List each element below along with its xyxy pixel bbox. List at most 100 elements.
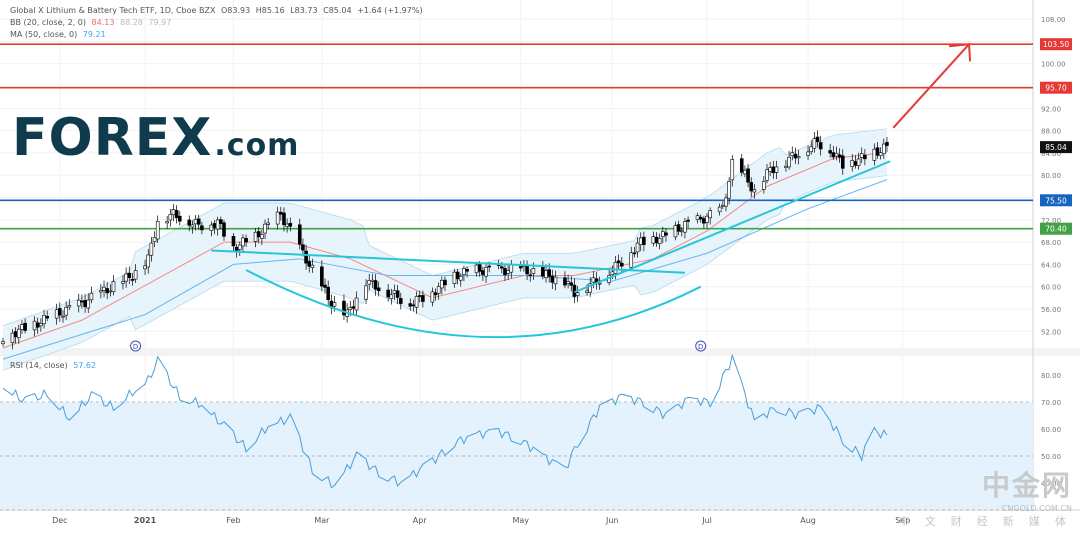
- candle-body: [386, 289, 390, 298]
- candle-body: [348, 307, 353, 310]
- candle-body: [111, 281, 116, 293]
- candle-body: [796, 156, 801, 159]
- candle-body: [683, 221, 687, 233]
- candle-body: [882, 143, 886, 155]
- candle-body: [389, 294, 394, 299]
- candle-body: [629, 252, 634, 268]
- candle-body: [105, 288, 109, 294]
- candle-body: [279, 211, 283, 215]
- price-tick-label: 64.00: [1041, 261, 1061, 269]
- candle-body: [155, 221, 160, 240]
- candle-body: [440, 280, 444, 289]
- candle-body: [430, 291, 435, 303]
- candle-body: [853, 161, 858, 166]
- ma-legend: MA (50, close, 0) 79.21: [10, 30, 109, 39]
- candle-body: [297, 224, 302, 245]
- candle-body: [705, 215, 709, 223]
- candle-body: [531, 268, 536, 274]
- candle-body: [686, 219, 690, 222]
- candle-body: [351, 306, 356, 309]
- rsi-value: 57.62: [73, 361, 97, 370]
- dividend-marker[interactable]: [695, 340, 707, 352]
- bb-lower-value: 79.97: [148, 18, 172, 27]
- candle-body: [165, 221, 169, 224]
- candle-body: [168, 214, 173, 221]
- candle-body: [288, 222, 293, 227]
- candle-body: [130, 279, 135, 281]
- candle-body: [727, 181, 731, 199]
- candle-body: [143, 265, 147, 270]
- candle-body: [304, 250, 308, 264]
- rsi-tick-label: 80.00: [1041, 372, 1061, 380]
- candle-body: [35, 322, 40, 328]
- trend-line: [211, 249, 685, 274]
- candle-body: [679, 230, 684, 233]
- candle-body: [676, 224, 681, 232]
- candle-body: [443, 279, 447, 286]
- candle-body: [859, 153, 864, 158]
- candle-body: [42, 314, 46, 325]
- candle-body: [392, 290, 397, 294]
- candle-body: [547, 269, 551, 277]
- watermark-site: CNGOLD.COM.CN: [1001, 504, 1072, 513]
- candle-body: [702, 218, 706, 224]
- candle-body: [99, 290, 103, 293]
- candle-body: [80, 300, 84, 303]
- candle-body: [332, 302, 337, 307]
- candle-body: [376, 287, 381, 292]
- rsi-tick-label: 40.00: [1041, 480, 1061, 488]
- dividend-marker[interactable]: [130, 340, 142, 352]
- candle-body: [320, 266, 324, 287]
- time-tick-label: Apr: [413, 516, 428, 525]
- candle-body: [768, 167, 772, 172]
- cngold-watermark: 中金网 CNGOLD.COM.CN 中 文 财 经 新 媒 体: [899, 464, 1072, 529]
- candle-body: [616, 260, 621, 264]
- candle-body: [10, 332, 15, 344]
- candle-body: [695, 215, 700, 221]
- rsi-tick-label: 70.00: [1041, 399, 1061, 407]
- candle-body: [818, 142, 823, 150]
- candle-body: [1, 341, 5, 345]
- level-label: 95.70: [1045, 84, 1067, 93]
- candle-body: [613, 261, 618, 274]
- candle-body: [474, 264, 479, 274]
- bb-mid-value: 84.13: [91, 18, 115, 27]
- candle-body: [256, 231, 261, 238]
- candle-body: [563, 277, 567, 286]
- candle-body: [20, 324, 24, 330]
- candle-body: [146, 254, 151, 268]
- time-tick-label: 2021: [134, 516, 157, 525]
- logo-suffix: .com: [214, 128, 300, 163]
- pane-separator: [0, 348, 1080, 356]
- candle-body: [619, 262, 624, 267]
- level-label: 70.40: [1045, 225, 1067, 234]
- price-tick-label: 80.00: [1041, 172, 1061, 180]
- rsi-tick-label: 60.00: [1041, 426, 1061, 434]
- logo-main: FOREX: [12, 108, 213, 168]
- candle-body: [13, 331, 18, 338]
- candle-body: [58, 308, 62, 316]
- candle-body: [749, 182, 754, 192]
- candle-body: [121, 281, 125, 284]
- candle-body: [124, 273, 128, 282]
- candle-body: [39, 323, 43, 327]
- candle-body: [806, 151, 810, 156]
- rsi-legend: RSI (14, close) 57.62: [10, 361, 99, 370]
- candle-body: [458, 275, 463, 281]
- dividend-marker-label: D: [133, 343, 138, 351]
- candle-body: [177, 215, 182, 222]
- candle-body: [575, 292, 580, 296]
- rsi-name: RSI (14, close): [10, 361, 68, 370]
- time-tick-label: Jun: [605, 516, 619, 525]
- candle-body: [790, 152, 795, 156]
- candle-body: [831, 152, 836, 158]
- candle-body: [395, 290, 400, 298]
- candle-body: [260, 234, 264, 239]
- candle-body: [16, 328, 21, 339]
- bb-legend: BB (20, close, 2, 0) 84.13 88.28 79.97: [10, 18, 174, 27]
- candle-body: [282, 212, 286, 226]
- level-label: 75.50: [1045, 196, 1067, 205]
- candle-body: [878, 152, 883, 156]
- candle-body: [664, 232, 668, 236]
